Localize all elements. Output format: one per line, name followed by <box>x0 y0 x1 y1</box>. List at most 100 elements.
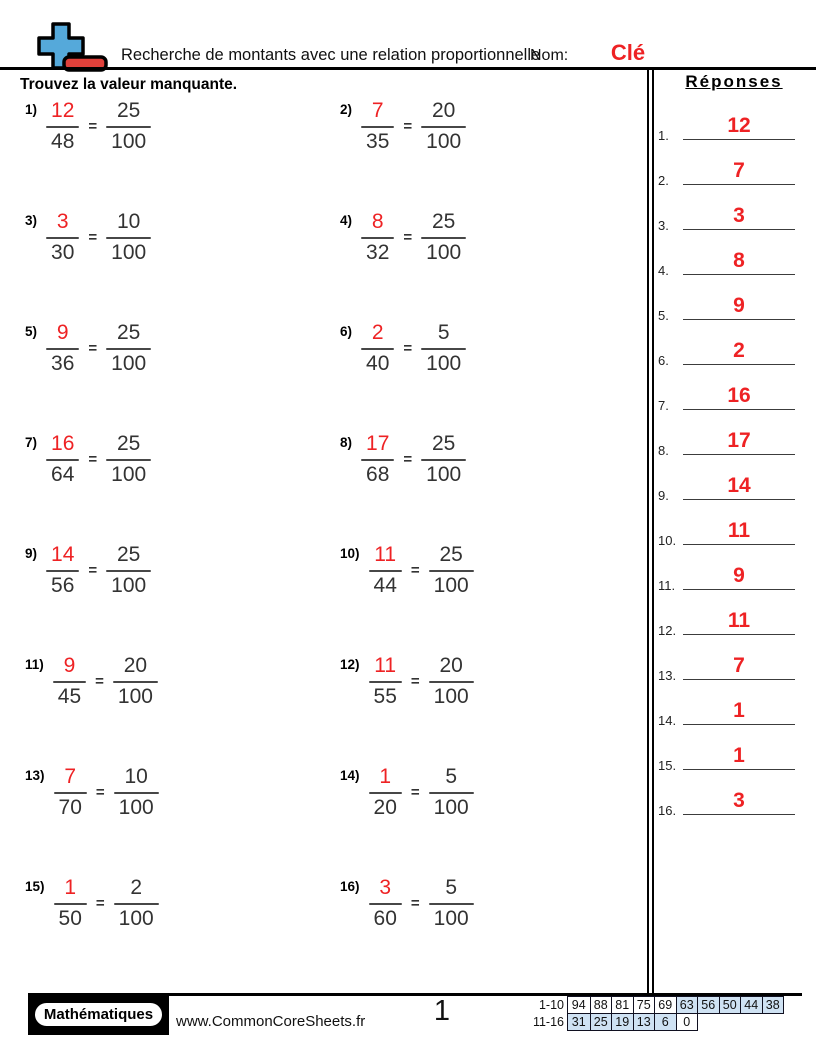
fraction-left: 16 64 <box>46 432 80 487</box>
fraction-right-denominator: 100 <box>118 796 154 820</box>
equals-sign: = <box>403 229 413 247</box>
fraction-right: 25 100 <box>428 543 474 598</box>
answer-number: 15. <box>658 758 677 773</box>
problem: 5) 9 36 = 25 100 <box>25 310 340 421</box>
fraction-bar <box>46 347 80 351</box>
header-rule <box>0 67 816 70</box>
fraction-left-denominator: 50 <box>58 907 82 931</box>
problem-number: 5) <box>25 324 38 339</box>
fraction-left-numerator: 11 <box>374 654 397 677</box>
fraction-right-denominator: 100 <box>111 130 147 154</box>
answer-blank-line: 1 <box>683 740 795 770</box>
fraction-right-numerator: 25 <box>431 432 456 455</box>
fraction-left-denominator: 60 <box>373 907 397 931</box>
fraction-left-denominator: 35 <box>366 130 390 154</box>
problem-number: 1) <box>25 102 38 117</box>
fraction-left-numerator: 16 <box>51 432 75 455</box>
equation: 1 50 = 2 100 <box>53 876 159 931</box>
fraction-left-numerator: 11 <box>374 543 397 566</box>
fraction-right-numerator: 25 <box>116 99 141 122</box>
score-range-label: 11-16 <box>532 1015 564 1030</box>
problem-number: 7) <box>25 435 38 450</box>
answers-panel: Réponses 1. 12 2. 7 3. 3 4. 8 5. 9 6. 2 7. 16 8. 17 9. 14… <box>655 72 813 821</box>
answer-row: 11. 9 <box>655 551 813 596</box>
fraction-left-numerator: 7 <box>64 765 77 788</box>
fraction-bar <box>368 680 402 684</box>
problem: 10) 11 44 = 25 100 <box>340 532 640 643</box>
fraction-right-denominator: 100 <box>433 685 469 709</box>
fraction-left: 3 30 <box>46 210 80 265</box>
fraction-right-numerator: 20 <box>123 654 148 677</box>
fraction-right-denominator: 100 <box>426 463 462 487</box>
fraction-right-numerator: 2 <box>130 876 142 899</box>
equation: 16 64 = 25 100 <box>46 432 152 487</box>
answer-number: 2. <box>658 173 669 188</box>
answer-number: 3. <box>658 218 669 233</box>
problem-number: 12) <box>340 657 360 672</box>
fraction-left: 11 55 <box>368 654 402 709</box>
fraction-right: 10 100 <box>106 210 152 265</box>
fraction-bar <box>428 680 474 684</box>
fraction-right-denominator: 100 <box>111 574 147 598</box>
fraction-right: 25 100 <box>106 432 152 487</box>
fraction-left-numerator: 7 <box>371 99 384 122</box>
fraction-bar <box>361 458 395 462</box>
fraction-left: 17 68 <box>361 432 395 487</box>
answer-value: 2 <box>733 339 745 362</box>
problem: 1) 12 48 = 25 100 <box>25 88 340 199</box>
answer-blank-line: 1 <box>683 695 795 725</box>
fraction-right-denominator: 100 <box>118 907 154 931</box>
score-cell: 75 <box>632 997 654 1013</box>
fraction-right: 20 100 <box>421 99 467 154</box>
answer-number: 6. <box>658 353 669 368</box>
answer-row: 7. 16 <box>655 371 813 416</box>
answer-number: 7. <box>658 398 669 413</box>
problem: 16) 3 60 = 5 100 <box>340 865 640 976</box>
answer-row: 6. 2 <box>655 326 813 371</box>
equals-sign: = <box>410 784 420 802</box>
score-cells: 94 88 81 75 69 63 56 50 44 38 <box>567 996 784 1014</box>
answer-row: 10. 11 <box>655 506 813 551</box>
score-cell: 63 <box>675 997 697 1013</box>
footer-rule <box>28 993 802 996</box>
fraction-left: 7 35 <box>361 99 395 154</box>
answer-row: 9. 14 <box>655 461 813 506</box>
problem-number: 14) <box>340 768 360 783</box>
fraction-left-denominator: 56 <box>51 574 75 598</box>
fraction-left: 9 36 <box>46 321 80 376</box>
name-value: Clé <box>610 40 646 65</box>
fraction-right: 25 100 <box>106 321 152 376</box>
equals-sign: = <box>88 451 98 469</box>
fraction-bar <box>428 902 474 906</box>
brand-label: Mathématiques <box>32 1000 165 1028</box>
fraction-right-denominator: 100 <box>426 130 462 154</box>
fraction-left-denominator: 30 <box>51 241 75 265</box>
score-cell: 6 <box>654 1013 676 1030</box>
answer-value: 8 <box>733 249 745 272</box>
score-cell: 88 <box>589 997 611 1013</box>
answer-row: 14. 1 <box>655 686 813 731</box>
problem: 11) 9 45 = 20 100 <box>25 643 340 754</box>
fraction-right-numerator: 20 <box>439 654 463 677</box>
problem-number: 11) <box>25 657 44 672</box>
fraction-right: 25 100 <box>421 210 467 265</box>
problem: 7) 16 64 = 25 100 <box>25 421 340 532</box>
fraction-right-denominator: 100 <box>426 241 462 265</box>
answer-value: 11 <box>727 609 751 632</box>
fraction-right-numerator: 25 <box>116 321 141 344</box>
equals-sign: = <box>403 118 413 136</box>
fraction-left-numerator: 14 <box>51 543 75 566</box>
fraction-left-numerator: 2 <box>371 321 384 344</box>
score-cell: 25 <box>589 1013 611 1030</box>
fraction-left-numerator: 9 <box>56 321 69 344</box>
fraction-right-denominator: 100 <box>117 685 153 709</box>
fraction-left-numerator: 3 <box>379 876 392 899</box>
fraction-bar <box>361 125 395 129</box>
fraction-right-denominator: 100 <box>433 907 469 931</box>
equals-sign: = <box>88 562 98 580</box>
answer-row: 12. 11 <box>655 596 813 641</box>
fraction-right: 25 100 <box>421 432 467 487</box>
fraction-left-numerator: 1 <box>64 876 77 899</box>
answer-row: 8. 17 <box>655 416 813 461</box>
fraction-bar <box>52 680 87 684</box>
